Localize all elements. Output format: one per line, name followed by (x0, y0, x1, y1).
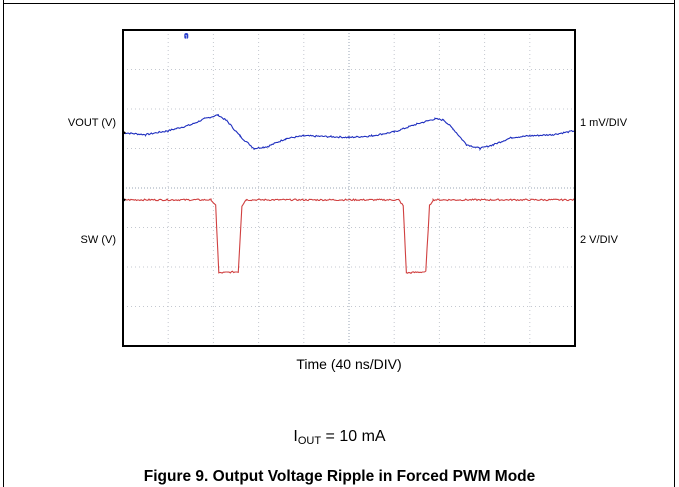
page-frame-left (3, 0, 4, 487)
cond-subscript: OUT (297, 435, 322, 447)
test-condition: IOUT = 10 mA (0, 428, 679, 447)
cond-symbol: I (293, 428, 298, 445)
x-axis-label: Time (40 ns/DIV) (296, 356, 402, 372)
page-frame-top (3, 3, 675, 4)
vout-trace (123, 113, 576, 152)
trigger-marker-label: 1 (185, 35, 188, 41)
sw-channel-label: SW (V) (80, 234, 116, 246)
plot-frame (122, 29, 576, 347)
figure-caption: Figure 9. Output Voltage Ripple in Force… (143, 468, 536, 485)
vout-channel-label: VOUT (V) (67, 117, 116, 129)
vout-scale-label: 1 mV/DIV (580, 117, 628, 129)
trigger-marker-icon (184, 33, 189, 39)
sw-scale-label: 2 V/DIV (580, 234, 618, 246)
sw-trace (122, 197, 576, 274)
cond-value: = 10 mA (321, 428, 386, 445)
page-frame-right (674, 0, 675, 487)
